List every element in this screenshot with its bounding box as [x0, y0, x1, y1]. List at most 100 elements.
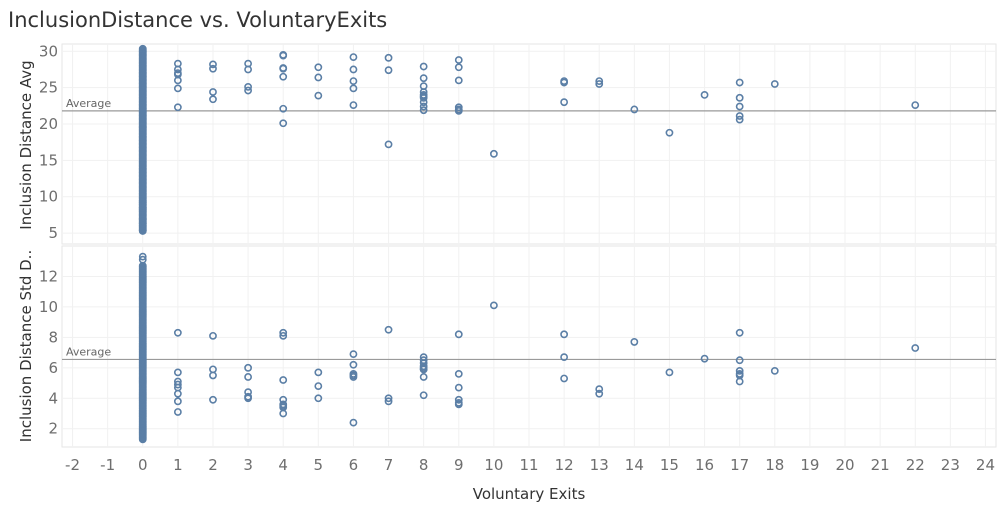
data-point [349, 77, 358, 85]
data-point [244, 86, 252, 95]
x-axis-title: Voluntary Exits [473, 485, 586, 503]
data-point [560, 374, 569, 383]
x-tick-label: 6 [349, 456, 359, 474]
x-tick-label: 23 [941, 456, 960, 474]
average-reference-label: Average [66, 345, 111, 358]
data-point [314, 394, 323, 403]
data-point [173, 380, 182, 389]
data-point [138, 198, 147, 207]
data-point [279, 331, 288, 340]
x-tick-label: -1 [100, 456, 115, 474]
y-tick-label: 5 [48, 224, 58, 242]
data-point [419, 102, 428, 111]
x-tick-label: 14 [625, 456, 644, 474]
data-point [349, 65, 358, 74]
x-tick-label: 13 [590, 456, 609, 474]
x-tick-label: 17 [730, 456, 749, 474]
data-point [560, 330, 569, 339]
data-point [173, 65, 182, 74]
y-tick-label: 30 [39, 42, 58, 60]
data-point [419, 93, 428, 102]
x-tick-label: 20 [835, 456, 854, 474]
data-point [138, 219, 147, 228]
data-point [138, 255, 147, 264]
y-tick-label: 20 [39, 115, 58, 133]
data-point [279, 409, 288, 418]
x-tick-label: 16 [695, 456, 714, 474]
data-point [244, 83, 252, 91]
data-point [173, 389, 182, 398]
data-point [209, 64, 217, 73]
data-point [173, 328, 182, 337]
data-point [209, 331, 217, 340]
data-point [209, 60, 217, 69]
y-tick-label: 2 [48, 420, 58, 438]
y-axis-title-bottom: Inclusion Distance Std D.. [17, 250, 35, 442]
data-point [595, 80, 604, 88]
data-point [349, 350, 358, 359]
data-point [735, 78, 744, 87]
data-point [384, 140, 393, 149]
data-point [419, 365, 428, 374]
chart-title: InclusionDistance vs. VoluntaryExits [8, 8, 388, 32]
data-point [735, 102, 744, 111]
data-point [630, 105, 639, 114]
data-point [454, 105, 463, 114]
data-point [489, 301, 498, 310]
data-point [735, 328, 744, 337]
data-point [349, 371, 358, 380]
data-point [314, 368, 323, 377]
data-point [419, 356, 428, 365]
x-tick-label: 3 [243, 456, 253, 474]
x-tick-label: 10 [484, 456, 503, 474]
data-point [454, 370, 463, 378]
data-point [489, 149, 498, 158]
data-point [384, 325, 393, 334]
data-point [735, 366, 744, 375]
y-tick-label: 10 [39, 298, 58, 316]
data-point [454, 76, 463, 85]
data-point [384, 394, 393, 403]
data-point [279, 401, 288, 410]
data-point [419, 74, 428, 83]
x-tick-label: 7 [384, 456, 394, 474]
data-point [244, 373, 252, 381]
x-tick-label: -2 [65, 456, 80, 474]
data-point [560, 98, 569, 107]
data-point [173, 408, 182, 416]
data-point [244, 363, 252, 372]
x-tick-label: 15 [660, 456, 679, 474]
data-point [279, 64, 288, 73]
data-point [419, 106, 428, 115]
y-tick-label: 10 [39, 188, 58, 206]
y-axis-title-top: Inclusion Distance Avg [17, 60, 35, 229]
y-tick-label: 15 [39, 151, 58, 169]
x-tick-label: 4 [278, 456, 288, 474]
data-point [279, 119, 288, 128]
data-point [279, 72, 288, 81]
data-point [244, 392, 252, 401]
data-point [454, 330, 463, 339]
data-point [349, 53, 358, 61]
data-point [173, 76, 182, 85]
data-point [454, 56, 463, 64]
data-point [735, 370, 744, 378]
x-tick-label: 18 [765, 456, 784, 474]
data-point [279, 104, 288, 113]
data-point [384, 397, 393, 406]
average-reference-label: Average [66, 97, 111, 110]
y-tick-label: 4 [48, 389, 58, 407]
data-point [279, 376, 288, 384]
x-tick-label: 24 [976, 456, 995, 474]
data-point [349, 360, 358, 369]
data-point [173, 368, 182, 377]
data-point [595, 77, 604, 85]
data-point [911, 101, 920, 109]
data-point [454, 63, 463, 72]
data-point [279, 51, 288, 60]
data-point [173, 84, 182, 93]
x-tick-label: 19 [800, 456, 819, 474]
x-tick-label: 9 [454, 456, 464, 474]
x-tick-label: 2 [208, 456, 218, 474]
